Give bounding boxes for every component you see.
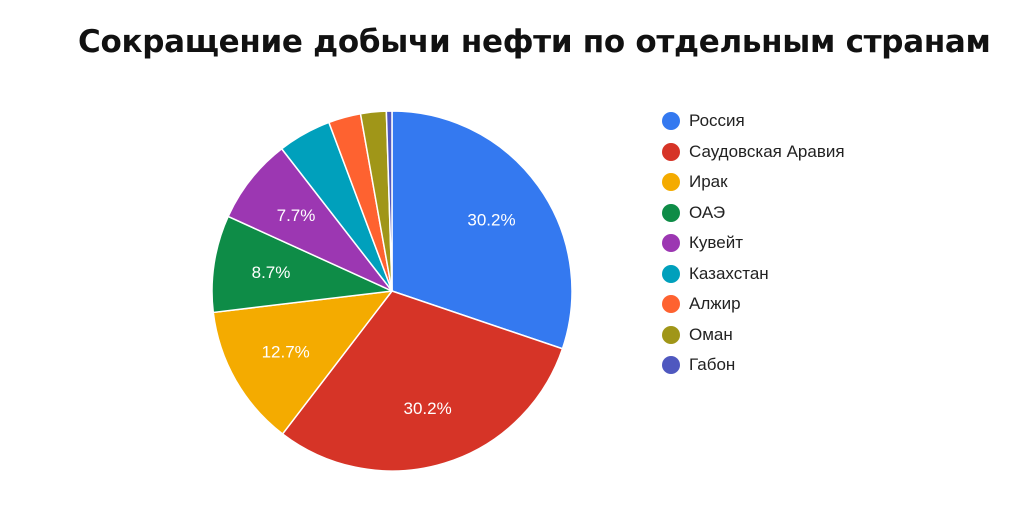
legend-item-russia: Россия: [662, 106, 845, 137]
legend-item-iraq: Ирак: [662, 167, 845, 198]
legend-label: Саудовская Аравия: [689, 141, 845, 161]
slice-label-uae: 8.7%: [252, 263, 291, 282]
slice-label-iraq: 12.7%: [262, 343, 310, 362]
legend-dot-icon: [662, 173, 680, 192]
legend-label: Кувейт: [689, 233, 743, 253]
slice-label-saudi-arabia: 30.2%: [403, 399, 451, 418]
legend-label: Оман: [689, 324, 733, 344]
pie-slice-uae: [211, 215, 393, 314]
legend-label: ОАЭ: [689, 202, 726, 222]
chart-title: Сокращение добычи нефти по отдельным стр…: [78, 24, 991, 60]
legend-item-gabon: Габон: [662, 350, 845, 381]
legend-item-algeria: Алжир: [662, 289, 845, 320]
legend-dot-icon: [662, 142, 680, 161]
legend-label: Алжир: [689, 294, 741, 314]
legend-item-saudi-arabia: Саудовская Аравия: [662, 137, 845, 168]
legend-dot-icon: [662, 234, 680, 253]
slice-label-kuwait: 7.7%: [277, 206, 316, 225]
legend-dot-icon: [662, 325, 680, 344]
pie-slice-iraq: [212, 290, 393, 435]
pie-slice-gabon: [385, 110, 393, 292]
legend-label: Казахстан: [689, 263, 769, 283]
legend-label: Габон: [689, 355, 736, 375]
legend-item-uae: ОАЭ: [662, 198, 845, 229]
chart-legend: Россия Саудовская Аравия Ирак ОАЭ Кувейт…: [662, 106, 845, 381]
pie-slice-saudi-arabia: [281, 290, 564, 472]
slice-label-russia: 30.2%: [467, 211, 515, 230]
legend-dot-icon: [662, 203, 680, 222]
legend-dot-icon: [662, 264, 680, 283]
legend-label: Россия: [689, 111, 745, 131]
legend-dot-icon: [662, 295, 680, 314]
legend-dot-icon: [662, 112, 680, 131]
legend-item-kuwait: Кувейт: [662, 228, 845, 259]
legend-label: Ирак: [689, 172, 728, 192]
pie-slice-russia: [391, 110, 573, 350]
legend-dot-icon: [662, 356, 680, 375]
legend-item-kazakhstan: Казахстан: [662, 259, 845, 290]
legend-item-oman: Оман: [662, 320, 845, 351]
